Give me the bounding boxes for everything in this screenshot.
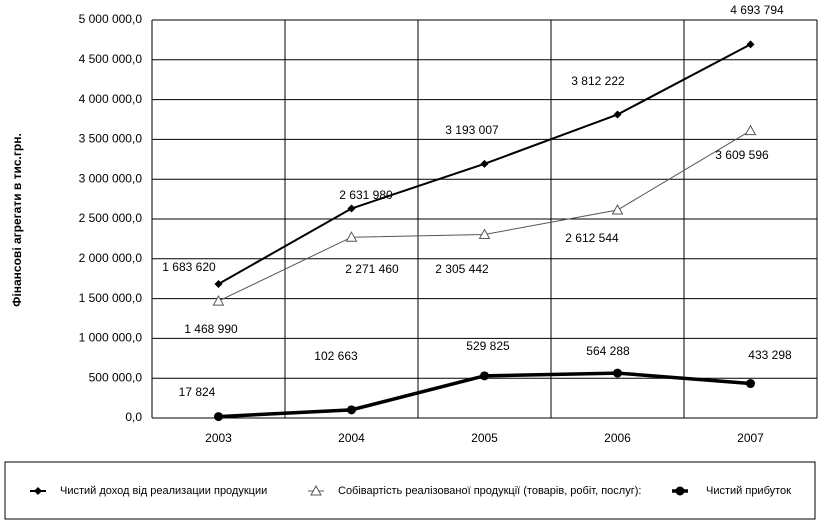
data-point bbox=[746, 40, 755, 49]
data-point bbox=[212, 295, 225, 306]
legend-label: Собівартість реалізованої продукції (тов… bbox=[338, 485, 641, 497]
data-point bbox=[478, 228, 491, 239]
data-point bbox=[214, 412, 223, 422]
legend-label: Чистий прибуток bbox=[706, 485, 791, 497]
data-label: 564 288 bbox=[586, 344, 630, 358]
data-label: 529 825 bbox=[466, 339, 510, 353]
data-label: 3 609 596 bbox=[715, 148, 769, 162]
data-label: 4 693 794 bbox=[730, 3, 784, 17]
data-label: 1 683 620 bbox=[162, 260, 216, 274]
data-point bbox=[613, 110, 622, 119]
legend-marker bbox=[310, 484, 322, 496]
x-tick-label: 2005 bbox=[471, 431, 498, 445]
x-tick-label: 2004 bbox=[338, 431, 365, 445]
y-tick-label: 500 000,0 bbox=[89, 370, 143, 384]
data-point bbox=[480, 371, 489, 381]
data-label: 2 631 980 bbox=[339, 188, 393, 202]
data-point bbox=[613, 368, 622, 378]
data-point bbox=[746, 379, 755, 389]
y-tick-label: 1 500 000,0 bbox=[79, 291, 143, 305]
y-tick-label: 4 500 000,0 bbox=[79, 52, 143, 66]
y-tick-label: 3 000 000,0 bbox=[79, 171, 143, 185]
legend-marker bbox=[675, 486, 685, 496]
x-tick-label: 2003 bbox=[205, 431, 232, 445]
x-tick-label: 2007 bbox=[737, 431, 764, 445]
data-label: 3 812 222 bbox=[571, 74, 625, 88]
data-point bbox=[345, 231, 358, 242]
x-tick-label: 2006 bbox=[604, 431, 631, 445]
data-point bbox=[611, 204, 624, 215]
data-label: 2 612 544 bbox=[565, 231, 619, 245]
y-tick-label: 1 000 000,0 bbox=[79, 331, 143, 345]
y-tick-label: 4 000 000,0 bbox=[79, 92, 143, 106]
data-label: 17 824 bbox=[179, 385, 216, 399]
data-point bbox=[347, 405, 356, 415]
data-point bbox=[347, 204, 356, 213]
data-label: 3 193 007 bbox=[445, 123, 499, 137]
data-point bbox=[744, 124, 757, 136]
y-tick-label: 2 000 000,0 bbox=[79, 251, 143, 265]
y-axis-label: Фінансові агрегати в тис.грн. bbox=[10, 133, 24, 307]
y-tick-label: 2 500 000,0 bbox=[79, 211, 143, 225]
data-label: 102 663 bbox=[314, 349, 358, 363]
data-point bbox=[480, 159, 489, 168]
data-label: 2 305 442 bbox=[435, 262, 489, 276]
data-label: 2 271 460 bbox=[345, 262, 399, 276]
legend bbox=[4, 461, 816, 520]
data-point bbox=[214, 279, 223, 288]
y-tick-label: 5 000 000,0 bbox=[79, 12, 143, 26]
y-tick-label: 3 500 000,0 bbox=[79, 132, 143, 146]
data-label: 1 468 990 bbox=[184, 322, 238, 336]
legend-marker bbox=[34, 487, 42, 495]
data-label: 433 298 bbox=[748, 348, 792, 362]
y-tick-label: 0,0 bbox=[125, 410, 142, 424]
legend-label: Чистий доход від реализации продукции bbox=[60, 485, 267, 497]
